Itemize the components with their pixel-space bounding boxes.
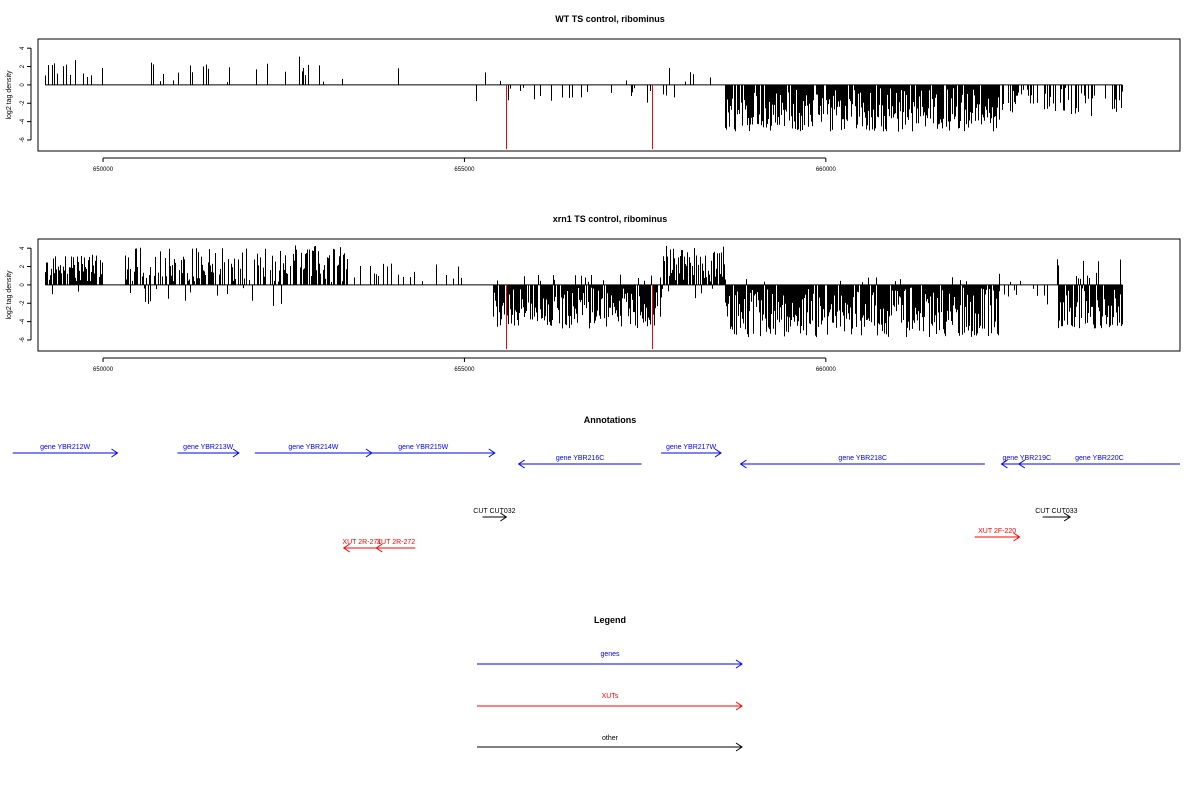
- feature-label: gene YBR214W: [288, 444, 338, 451]
- wt-y-axis: 4 2 0 -2 -4 -6: [20, 46, 32, 143]
- feature-label: gene YBR213W: [183, 444, 233, 451]
- legend-label-other: other: [602, 735, 619, 742]
- wt-y-tick-label: 4: [20, 46, 26, 50]
- legend-arrowhead-xuts: [735, 701, 743, 711]
- wt-bars: [45, 56, 1123, 150]
- xrn1-y-tick-label: 4: [20, 246, 26, 250]
- feature-gene-ybr213w: gene YBR213W: [177, 444, 240, 458]
- legend-arrowhead-genes: [735, 659, 743, 669]
- wt-panel: WT TS control, ribominus log2 tag densit…: [6, 14, 1181, 173]
- feature-label: gene YBR216C: [556, 455, 605, 462]
- feature-gene-ybr218c: gene YBR218C: [739, 455, 985, 469]
- feature-xut-2r-271: XUT 2R-271: [342, 539, 381, 553]
- wt-plot-frame: [37, 38, 1181, 152]
- feature-arrowhead: [517, 459, 525, 469]
- feature-arrowhead: [375, 543, 383, 553]
- feature-xut-2f-220: XUT 2F-220: [974, 528, 1021, 542]
- xrn1-y-tick-label: 2: [20, 264, 26, 268]
- feature-label: gene YBR219C: [1003, 455, 1052, 462]
- feature-arrowhead: [500, 512, 508, 522]
- feature-arrowhead: [111, 448, 119, 458]
- feature-label: CUT CUT032: [473, 508, 515, 515]
- wt-x-tick-label: 655000: [454, 167, 475, 173]
- feature-label: gene YBR212W: [40, 444, 90, 451]
- xrn1-y-tick-label: -6: [20, 337, 26, 343]
- feature-arrowhead: [232, 448, 240, 458]
- xrn1-y-tick-label: -2: [20, 300, 26, 306]
- feature-arrowhead: [1063, 512, 1072, 522]
- xrn1-x-tick-label: 655000: [454, 367, 475, 373]
- feature-gene-ybr215w: gene YBR215W: [351, 444, 496, 458]
- feature-arrowhead: [342, 543, 351, 553]
- feature-gene-ybr214w: gene YBR214W: [254, 444, 373, 458]
- xrn1-x-axis: 650000 655000 660000: [93, 357, 837, 373]
- feature-arrowhead: [1017, 459, 1026, 469]
- wt-y-tick-label: -6: [20, 137, 26, 143]
- feature-label: gene YBR215W: [398, 444, 448, 451]
- feature-label: XUT 2F-220: [978, 528, 1016, 535]
- xrn1-panel: xrn1 TS control, ribominus log2 tag dens…: [6, 214, 1181, 373]
- legend-item-genes: genes: [477, 651, 743, 669]
- feature-tracks: gene YBR212W gene YBR213W gene YBR214W gene…: [12, 444, 1180, 553]
- xrn1-bars: [45, 245, 1123, 350]
- feature-label: XUT 2R-272: [376, 539, 415, 546]
- xrn1-plot-frame: [37, 238, 1181, 352]
- legend: Legend genes XUTs other: [477, 615, 743, 752]
- xrn1-y-tick-label: 0: [20, 283, 26, 287]
- feature-arrowhead: [488, 448, 496, 458]
- legend-arrowhead-other: [735, 742, 743, 752]
- annotations-panel: Annotations gene YBR212W gene YBR213W gene…: [12, 415, 1180, 553]
- xrn1-y-axis-label: log2 tag density: [6, 270, 13, 320]
- feature-cut-cut032: CUT CUT032: [473, 508, 516, 522]
- legend-label-genes: genes: [600, 651, 620, 658]
- wt-y-tick-label: 0: [20, 83, 26, 87]
- wt-x-axis: 650000 655000 660000: [93, 157, 837, 173]
- xrn1-panel-title: xrn1 TS control, ribominus: [553, 214, 668, 224]
- xrn1-x-tick-label: 660000: [816, 367, 837, 373]
- legend-item-xuts: XUTs: [477, 693, 743, 711]
- xrn1-y-axis: 4 2 0 -2 -4 -6: [20, 246, 32, 343]
- xrn1-x-tick-label: 650000: [93, 367, 114, 373]
- feature-arrowhead: [1013, 532, 1021, 542]
- feature-gene-ybr219c: gene YBR219C: [1000, 455, 1053, 469]
- feature-gene-ybr216c: gene YBR216C: [517, 455, 642, 469]
- feature-label: XUT 2R-271: [342, 539, 381, 546]
- feature-xut-2r-272: XUT 2R-272: [375, 539, 416, 553]
- feature-arrowhead: [739, 459, 747, 469]
- wt-y-axis-label: log2 tag density: [6, 70, 13, 120]
- wt-y-tick-label: -4: [20, 118, 26, 124]
- wt-x-tick-label: 660000: [816, 167, 837, 173]
- feature-arrowhead: [714, 448, 722, 458]
- legend-label-xuts: XUTs: [602, 693, 619, 700]
- feature-label: gene YBR217W: [666, 444, 716, 451]
- feature-gene-ybr212w: gene YBR212W: [12, 444, 119, 458]
- feature-label: CUT CUT033: [1035, 508, 1077, 515]
- feature-arrowhead: [1000, 459, 1008, 469]
- feature-gene-ybr220c: gene YBR220C: [1017, 455, 1180, 469]
- feature-label: gene YBR218C: [838, 455, 887, 462]
- legend-title: Legend: [594, 615, 626, 625]
- annotations-title: Annotations: [584, 415, 637, 425]
- xrn1-y-tick-label: -4: [20, 318, 26, 324]
- feature-label: gene YBR220C: [1075, 455, 1124, 462]
- wt-panel-title: WT TS control, ribominus: [555, 14, 665, 24]
- wt-x-tick-label: 650000: [93, 167, 114, 173]
- feature-cut-cut033: CUT CUT033: [1035, 508, 1078, 522]
- feature-gene-ybr217w: gene YBR217W: [661, 444, 722, 458]
- wt-y-tick-label: 2: [20, 64, 26, 68]
- legend-item-other: other: [477, 735, 743, 752]
- wt-y-tick-label: -2: [20, 100, 26, 106]
